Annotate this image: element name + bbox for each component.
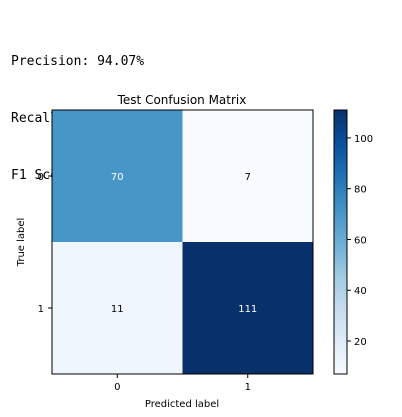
x-tick-label: 1 — [245, 382, 251, 393]
heatmap-cells — [52, 110, 313, 374]
y-axis-ticks: 01 — [38, 172, 52, 315]
y-axis-label: True label — [16, 218, 27, 268]
colorbar-tick-label: 40 — [354, 286, 367, 297]
cell-value-label: 70 — [111, 172, 124, 183]
heatmap-cell — [52, 242, 183, 374]
cell-value-label: 111 — [238, 304, 257, 315]
x-tick-label: 0 — [114, 382, 120, 393]
colorbar-tick-label: 60 — [354, 235, 367, 246]
cell-value-label: 7 — [245, 172, 251, 183]
chart-title: Test Confusion Matrix — [117, 93, 247, 107]
heatmap-cell — [182, 110, 313, 242]
heatmap-cell-labels: 70 711 111 — [111, 172, 257, 315]
cell-value-label: 11 — [111, 304, 124, 315]
colorbar-tick-label: 80 — [354, 185, 367, 196]
x-axis-label: Predicted label — [145, 399, 219, 410]
colorbar — [333, 109, 348, 375]
heatmap-cell — [52, 110, 183, 242]
colorbar-tick-label: 20 — [354, 337, 367, 348]
colorbar-ticks: 20 40 60 80 100 — [347, 134, 373, 348]
plot-frame — [51, 109, 314, 375]
heatmap-cell — [182, 242, 313, 374]
colorbar-tick-label: 100 — [354, 134, 373, 145]
y-tick-label: 1 — [38, 304, 44, 315]
y-tick-label: 0 — [38, 172, 44, 183]
precision-text: Precision: 94.07% — [11, 54, 145, 69]
